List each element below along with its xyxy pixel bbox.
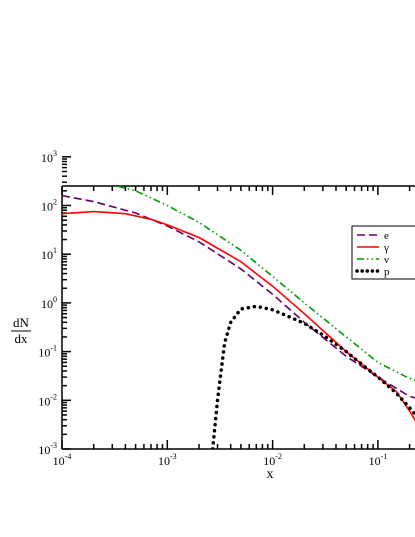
y-tick-label: 102	[41, 198, 57, 214]
y-tick-label: 10-2	[38, 392, 57, 408]
y-tick-label: 101	[41, 246, 57, 262]
axes-frame	[61, 185, 415, 450]
series-line-2	[113, 186, 415, 382]
y-tick-label: 100	[41, 295, 57, 311]
legend-label-3: p	[384, 266, 390, 278]
y-axis-label-numerator: dN	[13, 315, 30, 330]
x-axis-label: x	[267, 467, 274, 482]
legend-label-2: ν	[384, 254, 389, 266]
legend-label-0: e	[384, 230, 389, 242]
x-tick-label: 10-4	[53, 452, 72, 468]
x-tick-label: 10-1	[369, 452, 388, 468]
y-axis-label-denominator: dx	[15, 331, 29, 346]
x-tick-label: 10-2	[263, 452, 282, 468]
y-axis-label: dN dx	[11, 315, 31, 346]
series-line-3	[210, 304, 415, 449]
y-tick-label: 10-3	[38, 441, 57, 457]
y-tick-label: 103	[41, 149, 57, 165]
series-layer	[62, 186, 415, 449]
y-tick-label: 10-1	[38, 344, 57, 360]
x-tick-label: 10-3	[158, 452, 177, 468]
axis-ticks	[61, 156, 411, 450]
legend-label-1: γ	[383, 242, 389, 254]
